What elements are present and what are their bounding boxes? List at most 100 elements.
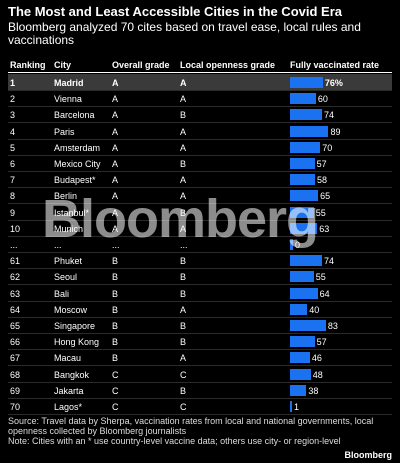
cell-ranking: 63 (10, 288, 21, 299)
cell-ranking: 68 (10, 369, 21, 380)
cell-ranking: 5 (10, 142, 16, 153)
cell-overall-grade: C (112, 369, 119, 380)
table-row: 69 Jakarta C B 38 (8, 382, 392, 399)
cell-openness-grade: A (180, 191, 187, 202)
table-row: 67 Macau B A 46 (8, 349, 392, 367)
row-separator (8, 316, 392, 318)
cell-openness-grade: B (180, 337, 187, 348)
cell-ranking: 9 (10, 207, 16, 218)
vaccinated-bar (290, 125, 329, 137)
vaccinated-bar (290, 158, 315, 169)
cell-overall-grade: C (112, 385, 119, 396)
cell-ranking: 64 (10, 304, 21, 315)
table-row: 65 Singapore B B 83 (8, 317, 392, 334)
cell-overall-grade: A (112, 142, 119, 153)
row-separator (8, 122, 392, 124)
cell-ranking: 4 (10, 126, 16, 137)
cell-city: Amsterdam (54, 142, 101, 153)
cell-overall-grade: A (112, 207, 119, 218)
vaccinated-value-label: 38 (308, 385, 319, 396)
cell-overall-grade: A (112, 175, 119, 186)
cell-ranking: 3 (10, 110, 16, 121)
source-note: Source: Travel data by Sherpa, vaccinati… (8, 416, 392, 446)
cell-overall-grade: A (112, 94, 119, 105)
vaccinated-bar (290, 109, 322, 121)
vaccinated-value-label: 74 (323, 256, 334, 267)
row-separator (8, 414, 392, 415)
cell-ranking: 8 (10, 191, 16, 202)
vaccinated-value-label: 0 (295, 240, 301, 250)
cell-openness-grade: B (180, 385, 187, 396)
vaccinated-value-label: 83 (327, 321, 338, 331)
table-row: 1 Madrid A A 76% (8, 74, 392, 91)
cell-overall-grade: A (112, 223, 119, 234)
cell-overall-grade: B (112, 353, 119, 364)
row-separator (8, 154, 392, 156)
vaccinated-bar (290, 206, 314, 218)
table-row: 10 Munich A A 63 (8, 220, 392, 237)
cell-openness-grade: A (180, 78, 187, 88)
header-city: City (54, 60, 72, 70)
cell-overall-grade: A (112, 159, 119, 169)
cell-ranking: 62 (10, 272, 21, 283)
vaccinated-value-label: 46 (311, 353, 322, 364)
vaccinated-value-label: 74 (323, 110, 334, 121)
cell-city: Paris (54, 126, 75, 137)
cell-city: Lagos* (54, 402, 83, 412)
cell-overall-grade: A (112, 126, 119, 137)
vaccinated-value-label: 55 (315, 207, 326, 218)
table-row: 62 Seoul B B 55 (8, 268, 392, 286)
cell-openness-grade: C (180, 369, 187, 380)
cell-city: Moscow (54, 304, 88, 315)
cell-city: Munich (54, 223, 84, 234)
cell-openness-grade: A (180, 353, 187, 364)
cell-ranking: 70 (10, 402, 21, 412)
cell-city: ... (54, 240, 62, 250)
cell-openness-grade: B (180, 321, 187, 331)
cell-city: Vienna (54, 94, 82, 105)
row-separator (8, 284, 392, 286)
cell-ranking: 6 (10, 159, 16, 169)
cell-city: Singapore (54, 321, 96, 331)
source-text: Source: Travel data by Sherpa, vaccinati… (8, 416, 374, 436)
vaccinated-bar (290, 77, 323, 88)
vaccinated-value-label: 40 (309, 304, 320, 315)
vaccinated-bar (290, 255, 322, 267)
table-row: 68 Bangkok C C 48 (8, 366, 392, 383)
note-text: Note: Cities with an * use country-level… (8, 436, 341, 446)
row-separator (8, 397, 392, 399)
cell-overall-grade: B (112, 288, 119, 299)
row-separator (8, 106, 392, 108)
cell-openness-grade: A (180, 142, 187, 153)
vaccinated-bar (290, 336, 315, 348)
cell-overall-grade: B (112, 256, 119, 267)
cell-city: Jakarta (54, 385, 84, 396)
row-separator (8, 381, 392, 383)
cell-openness-grade: B (180, 207, 187, 218)
table-row: 7 Budapest* A A 58 (8, 171, 392, 189)
cell-ranking: 7 (10, 175, 16, 186)
vaccinated-value-label: 57 (316, 337, 327, 348)
vaccinated-bar (290, 93, 316, 105)
header-ranking: Ranking (10, 60, 46, 70)
vaccinated-bar (290, 368, 311, 380)
row-separator (8, 349, 392, 351)
table-row: 63 Bali B B 64 (8, 285, 392, 302)
bloomberg-logo: Bloomberg (344, 450, 392, 460)
header-openness-grade: Local openness grade (180, 60, 276, 70)
cell-city: Bangkok (54, 369, 90, 380)
vaccinated-bar (290, 141, 321, 153)
cell-city: Macau (54, 353, 82, 364)
row-separator (8, 138, 392, 140)
row-separator (8, 365, 392, 367)
row-separator (8, 187, 392, 189)
chart-subtitle: Bloomberg analyzed 70 cites based on tra… (8, 20, 361, 47)
header-divider (8, 72, 392, 73)
row-separator (8, 252, 392, 253)
cell-openness-grade: A (180, 304, 187, 315)
row-separator (8, 171, 392, 172)
cell-openness-grade: B (180, 288, 187, 299)
vaccinated-bar (290, 352, 310, 364)
cell-openness-grade: A (180, 94, 187, 105)
row-separator (8, 219, 392, 221)
